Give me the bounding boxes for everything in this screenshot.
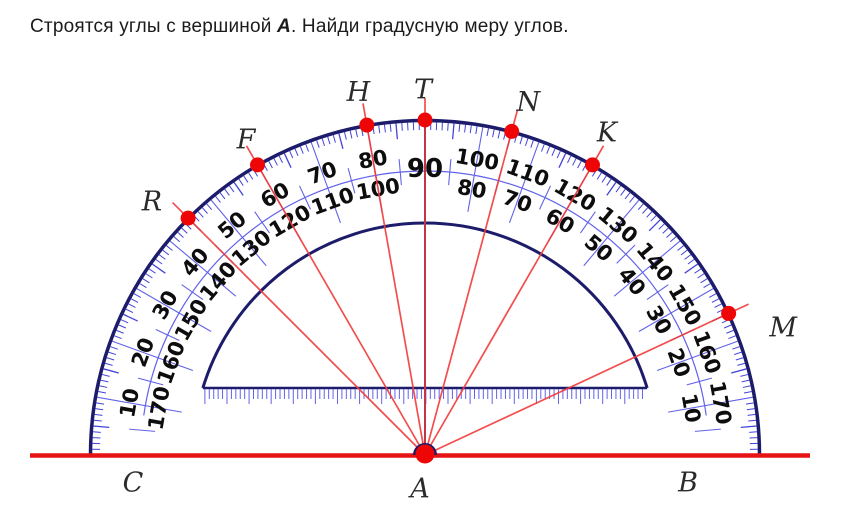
point-T-label: T bbox=[414, 75, 434, 106]
point-N-label: N bbox=[515, 87, 541, 118]
vertex-A-dot bbox=[415, 444, 435, 464]
scale-number-outer-170: 170 bbox=[705, 379, 736, 426]
point-H-label: H bbox=[346, 77, 371, 108]
scale-number-inner-20: 20 bbox=[662, 345, 695, 381]
point-N-dot bbox=[504, 123, 520, 139]
label-C: C bbox=[123, 468, 144, 499]
scale-number-outer-10: 10 bbox=[115, 386, 144, 419]
label-B: B bbox=[677, 468, 698, 499]
point-labels: R F H T N K M bbox=[141, 75, 799, 344]
point-K-dot bbox=[585, 157, 600, 173]
task-title-vertex: A bbox=[277, 16, 291, 37]
scale-number-inner-70: 70 bbox=[500, 185, 536, 218]
scale-number-outer-100: 100 bbox=[453, 144, 500, 175]
ray-M bbox=[424, 303, 749, 456]
point-M-dot bbox=[721, 305, 737, 321]
point-K-label: K bbox=[596, 117, 619, 148]
point-T-dot bbox=[417, 112, 433, 128]
degree-ticks bbox=[92, 122, 758, 450]
ray-F bbox=[245, 145, 426, 456]
ray-H bbox=[362, 103, 426, 456]
point-R-label: R bbox=[141, 186, 162, 217]
point-H-dot bbox=[359, 117, 375, 133]
scale-number-inner-30: 30 bbox=[641, 301, 676, 338]
scale-number-outer-20: 20 bbox=[127, 335, 160, 371]
scale-number-outer-70: 70 bbox=[305, 157, 341, 190]
scale-number-inner-80: 80 bbox=[455, 175, 488, 204]
label-A: A bbox=[407, 474, 430, 505]
task-title: Строятся углы с вершиной A. Найди градус… bbox=[30, 16, 569, 38]
ruler-ticks bbox=[202, 386, 648, 404]
ray-R bbox=[171, 201, 426, 456]
scale-number-inner-10: 10 bbox=[677, 392, 706, 425]
task-title-prefix: Строятся углы с вершиной bbox=[30, 16, 278, 37]
ray-N bbox=[424, 109, 519, 456]
point-F-label: F bbox=[236, 124, 257, 155]
ray-K bbox=[424, 145, 605, 456]
point-F-dot bbox=[250, 157, 265, 173]
task-title-suffix: . Найди градусную меру углов. bbox=[290, 16, 569, 37]
point-dots bbox=[180, 112, 737, 321]
angle-rays bbox=[171, 98, 749, 456]
point-R-dot bbox=[180, 210, 196, 226]
point-M-label: M bbox=[768, 312, 798, 343]
